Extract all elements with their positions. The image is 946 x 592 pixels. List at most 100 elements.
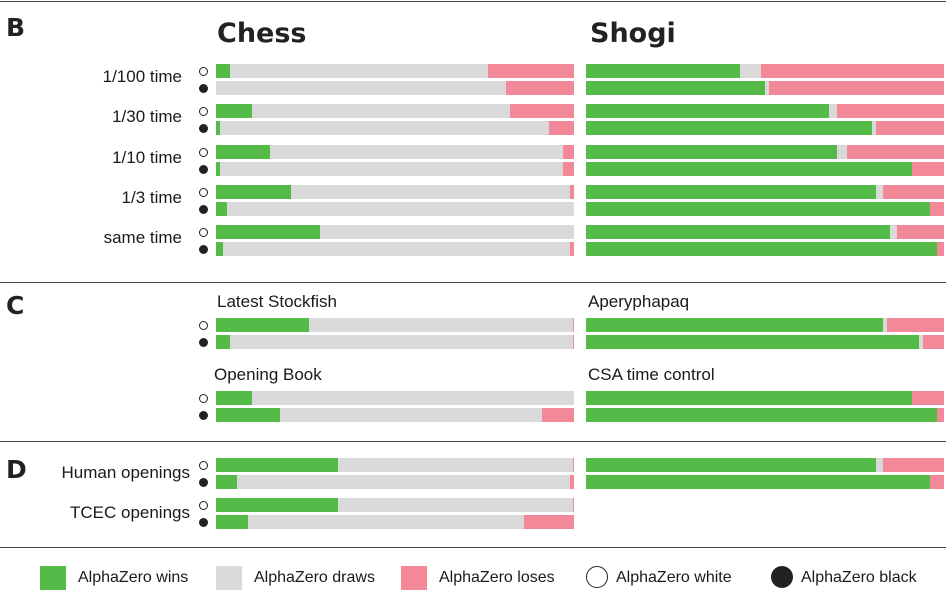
d-row-1-shogi-white-bar-draws-segment <box>875 458 884 472</box>
d-row-1-chess-white-bar-loses-segment <box>572 458 574 472</box>
b-row-2-shogi-black-bar-wins-segment <box>586 121 873 135</box>
b-row-1-chess-white-bar-draws-segment <box>230 64 489 78</box>
b-row-1-chess-black-bar-loses-segment <box>505 81 574 95</box>
b-row-1-shogi-white-bar <box>586 64 944 78</box>
b-row-3-shogi-black-bar-wins-segment <box>586 162 912 176</box>
b-row-5-chess-white-bar <box>216 225 574 239</box>
d-row-2-label: TCEC openings <box>69 503 190 522</box>
b-row-5-shogi-black-bar <box>586 242 944 256</box>
c-chess-2-white-bar-wins-segment <box>216 391 252 405</box>
b-row-1-chess-white-bar-loses-segment <box>488 64 574 78</box>
b-row-4-shogi-black-bar-loses-segment <box>929 202 944 216</box>
b-row-1-shogi-black-bar <box>586 81 944 95</box>
b-row-3-shogi-white-bar-loses-segment <box>847 145 944 159</box>
b-row-4-chess-black-bar-wins-segment <box>216 202 227 216</box>
d-row-2-chess-white-bar-loses-segment <box>572 498 574 512</box>
c-group-2-black-marker-icon <box>199 411 208 420</box>
legend-wins-label: AlphaZero wins <box>78 569 189 586</box>
b-row-5-shogi-white-bar-wins-segment <box>586 225 891 239</box>
d-row-1-black-marker-icon <box>199 478 208 487</box>
d-row-2-white-marker-icon <box>199 501 208 510</box>
c-group-2-white-marker-icon <box>199 394 208 403</box>
b-row-5-chess-black-bar <box>216 242 574 256</box>
chess-title: Chess <box>217 18 307 49</box>
b-row-5-shogi-black-bar-loses-segment <box>936 242 944 256</box>
c-group-1-black-marker-icon <box>199 338 208 347</box>
c-chess-1-white-bar-draws-segment <box>308 318 573 332</box>
d-row-1-chess-black-bar-loses-segment <box>570 475 574 489</box>
c-chess-1-black-bar-draws-segment <box>230 335 573 349</box>
c-chess-1-white-bar-wins-segment <box>216 318 309 332</box>
b-row-1-shogi-black-bar-draws-segment <box>765 81 769 95</box>
legend-white-circle-icon <box>586 566 608 588</box>
c-shogi-2-white-bar-wins-segment <box>586 391 912 405</box>
d-row-2-chess-white-bar <box>216 498 574 512</box>
b-row-2-chess-white-bar-wins-segment <box>216 104 252 118</box>
b-row-3-chess-white-bar <box>216 145 574 159</box>
b-row-5-chess-white-bar-wins-segment <box>216 225 320 239</box>
b-row-2-black-marker-icon <box>199 124 208 133</box>
b-row-4-chess-white-bar-draws-segment <box>291 185 571 199</box>
b-row-1-black-marker-icon <box>199 84 208 93</box>
d-row-1-shogi-white-bar-loses-segment <box>883 458 944 472</box>
c-shogi-2-black-bar <box>586 408 944 422</box>
d-row-1-chess-black-bar-wins-segment <box>216 475 238 489</box>
b-row-2-shogi-white-bar-loses-segment <box>836 104 944 118</box>
d-row-1-shogi-black-bar <box>586 475 944 489</box>
legend-loses-swatch <box>401 566 427 590</box>
b-row-4-chess-white-bar <box>216 185 574 199</box>
c-chess-2-black-bar-wins-segment <box>216 408 281 422</box>
b-row-2-shogi-white-bar-wins-segment <box>586 104 830 118</box>
b-row-1-shogi-black-bar-wins-segment <box>586 81 765 95</box>
c-shogi-1-white-bar-loses-segment <box>886 318 944 332</box>
panel-letter-c: C <box>6 291 25 320</box>
d-row-1-shogi-black-bar-loses-segment <box>929 475 944 489</box>
c-shogi-2-title: CSA time control <box>588 365 715 384</box>
b-row-3-chess-white-bar-loses-segment <box>563 145 574 159</box>
legend-black-circle-icon <box>771 566 793 588</box>
d-row-2-chess-black-bar <box>216 515 574 529</box>
b-row-4-shogi-black-bar-wins-segment <box>586 202 930 216</box>
b-row-3-shogi-white-bar-draws-segment <box>836 145 848 159</box>
legend-wins: AlphaZero wins <box>40 566 200 590</box>
b-row-2-chess-white-bar-draws-segment <box>251 104 510 118</box>
b-row-4-shogi-white-bar-wins-segment <box>586 185 876 199</box>
b-row-5-shogi-white-bar-draws-segment <box>890 225 898 239</box>
d-row-2-chess-black-bar-loses-segment <box>523 515 574 529</box>
divider-c-d <box>0 441 946 442</box>
shogi-title: Shogi <box>590 18 676 49</box>
legend-loses-label: AlphaZero loses <box>439 569 555 586</box>
d-row-1-shogi-white-bar <box>586 458 944 472</box>
c-chess-2-black-bar <box>216 408 574 422</box>
b-row-5-chess-white-bar-draws-segment <box>319 225 574 239</box>
b-row-5-shogi-black-bar-wins-segment <box>586 242 937 256</box>
legend-white: AlphaZero white <box>585 566 745 590</box>
c-shogi-1-black-bar-wins-segment <box>586 335 919 349</box>
b-row-3-shogi-black-bar-loses-segment <box>911 162 944 176</box>
legend-loses: AlphaZero loses <box>401 566 571 590</box>
c-shogi-1-title: Aperyphapaq <box>588 292 690 311</box>
c-group-1-white-marker-icon <box>199 321 208 330</box>
panel-letter-d: D <box>6 455 27 484</box>
c-shogi-2-black-bar-loses-segment <box>936 408 944 422</box>
c-shogi-2-white-bar <box>586 391 944 405</box>
b-row-3-chess-black-bar-draws-segment <box>219 162 564 176</box>
b-row-4-black-marker-icon <box>199 205 208 214</box>
b-row-4-chess-white-bar-wins-segment <box>216 185 292 199</box>
legend-wins-swatch <box>40 566 66 590</box>
b-row-3-chess-black-bar <box>216 162 574 176</box>
b-row-5-shogi-white-bar-loses-segment <box>897 225 944 239</box>
b-row-2-shogi-black-bar <box>586 121 944 135</box>
b-row-1-chess-white-bar <box>216 64 574 78</box>
d-row-1-chess-white-bar-wins-segment <box>216 458 338 472</box>
b-row-2-shogi-black-bar-loses-segment <box>875 121 944 135</box>
legend-black-label: AlphaZero black <box>801 569 917 586</box>
b-row-5-label: same time <box>103 228 182 247</box>
c-shogi-1-white-bar-draws-segment <box>883 318 887 332</box>
b-row-4-shogi-white-bar <box>586 185 944 199</box>
d-row-2-chess-black-bar-wins-segment <box>216 515 249 529</box>
b-row-3-shogi-black-bar <box>586 162 944 176</box>
b-row-4-shogi-white-bar-loses-segment <box>883 185 944 199</box>
c-shogi-1-black-bar-draws-segment <box>918 335 923 349</box>
c-chess-2-white-bar <box>216 391 574 405</box>
